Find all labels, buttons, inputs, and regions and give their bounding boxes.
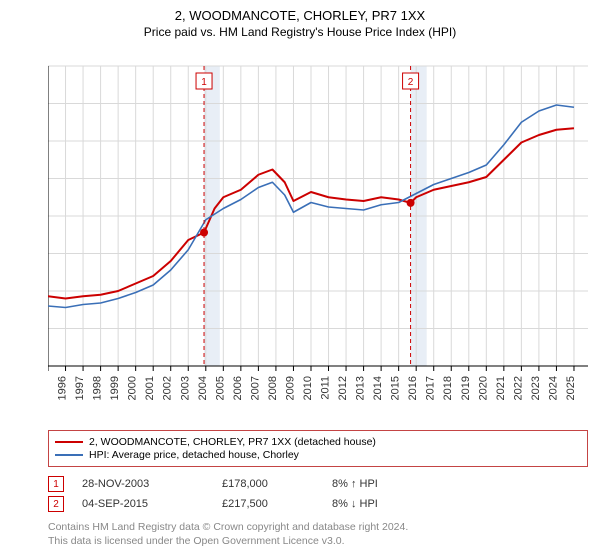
svg-text:2002: 2002: [162, 376, 174, 400]
svg-text:1996: 1996: [57, 376, 69, 400]
svg-text:2000: 2000: [127, 376, 139, 400]
svg-text:2016: 2016: [407, 376, 419, 400]
legend-item: HPI: Average price, detached house, Chor…: [55, 449, 581, 461]
chart-plot-area: £0£50K£100K£150K£200K£250K£300K£350K£400…: [48, 56, 588, 396]
legend-label: HPI: Average price, detached house, Chor…: [89, 449, 299, 461]
svg-text:2012: 2012: [337, 376, 349, 400]
chart-container: { "title": { "line1": "2, WOODMANCOTE, C…: [0, 0, 600, 560]
footer-line2: This data is licensed under the Open Gov…: [48, 534, 588, 548]
event-delta: 8% ↑ HPI: [332, 478, 378, 490]
svg-text:2005: 2005: [214, 376, 226, 400]
svg-text:1997: 1997: [74, 376, 86, 400]
legend-swatch: [55, 454, 83, 456]
svg-text:2022: 2022: [512, 376, 524, 400]
svg-text:2006: 2006: [232, 376, 244, 400]
event-badge: 2: [48, 496, 64, 512]
chart-legend: 2, WOODMANCOTE, CHORLEY, PR7 1XX (detach…: [48, 430, 588, 467]
svg-text:1995: 1995: [48, 376, 51, 400]
svg-text:2004: 2004: [197, 376, 209, 400]
svg-text:2023: 2023: [530, 376, 542, 400]
event-badge: 1: [48, 476, 64, 492]
svg-text:1999: 1999: [109, 376, 121, 400]
svg-text:2020: 2020: [477, 376, 489, 400]
svg-text:2001: 2001: [144, 376, 156, 400]
svg-text:2009: 2009: [284, 376, 296, 400]
event-note-row: 1 28-NOV-2003£178,0008% ↑ HPI: [48, 476, 588, 492]
event-date: 04-SEP-2015: [82, 498, 222, 510]
svg-text:1: 1: [201, 77, 207, 88]
chart-title-block: 2, WOODMANCOTE, CHORLEY, PR7 1XX Price p…: [0, 0, 600, 45]
chart-title-line1: 2, WOODMANCOTE, CHORLEY, PR7 1XX: [0, 8, 600, 23]
svg-text:2: 2: [408, 77, 414, 88]
svg-text:2008: 2008: [267, 376, 279, 400]
svg-text:1998: 1998: [92, 376, 104, 400]
svg-text:2019: 2019: [460, 376, 472, 400]
event-price: £178,000: [222, 478, 332, 490]
footer-attribution: Contains HM Land Registry data © Crown c…: [48, 520, 588, 548]
svg-text:2007: 2007: [249, 376, 261, 400]
svg-text:2025: 2025: [565, 376, 577, 400]
svg-text:2018: 2018: [442, 376, 454, 400]
event-note-row: 2 04-SEP-2015£217,5008% ↓ HPI: [48, 496, 588, 512]
event-delta: 8% ↓ HPI: [332, 498, 378, 510]
event-notes: 1 28-NOV-2003£178,0008% ↑ HPI 2 04-SEP-2015…: [48, 472, 588, 516]
svg-text:2010: 2010: [302, 376, 314, 400]
svg-text:2024: 2024: [547, 376, 559, 400]
svg-text:2017: 2017: [425, 376, 437, 400]
legend-item: 2, WOODMANCOTE, CHORLEY, PR7 1XX (detach…: [55, 436, 581, 448]
chart-title-line2: Price paid vs. HM Land Registry's House …: [0, 25, 600, 39]
footer-line1: Contains HM Land Registry data © Crown c…: [48, 520, 588, 534]
svg-text:2003: 2003: [179, 376, 191, 400]
svg-text:2015: 2015: [390, 376, 402, 400]
svg-text:2011: 2011: [320, 376, 332, 400]
svg-text:2021: 2021: [495, 376, 507, 400]
event-date: 28-NOV-2003: [82, 478, 222, 490]
svg-text:2014: 2014: [372, 376, 384, 400]
event-price: £217,500: [222, 498, 332, 510]
chart-svg: £0£50K£100K£150K£200K£250K£300K£350K£400…: [48, 56, 588, 436]
svg-text:2013: 2013: [355, 376, 367, 400]
legend-swatch: [55, 441, 83, 443]
legend-label: 2, WOODMANCOTE, CHORLEY, PR7 1XX (detach…: [89, 436, 376, 448]
